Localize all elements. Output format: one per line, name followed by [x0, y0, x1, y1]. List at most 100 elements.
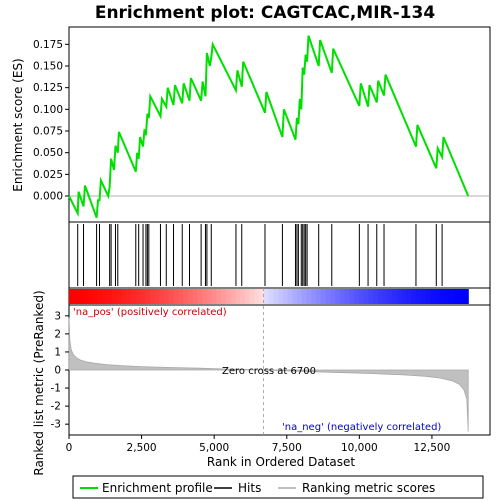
rank-bar-segment	[368, 289, 374, 304]
bottom-y-tick-label: 0	[54, 365, 61, 377]
bottom-y-tick-label: 2	[54, 328, 61, 340]
top-y-tick-label: 0.175	[33, 39, 63, 51]
rank-bar-segment	[387, 289, 393, 304]
x-tick-label: 10,000	[341, 442, 378, 454]
rank-bar-segment	[254, 289, 260, 304]
rank-bar-segment	[206, 289, 213, 304]
rank-bar-segment	[111, 289, 118, 304]
rank-bar-segment	[102, 289, 108, 304]
rank-bar-segment	[216, 289, 222, 304]
rank-bar-segment	[373, 289, 379, 304]
rank-bar-segment	[382, 289, 389, 304]
x-axis-label: Rank in Ordered Dataset	[207, 455, 355, 469]
rank-bar-segment	[430, 289, 436, 304]
rank-bar-segment	[168, 289, 175, 304]
rank-bar-segment	[140, 289, 146, 304]
rank-bar-segment	[354, 289, 360, 304]
rank-bar-segment	[444, 289, 450, 304]
rank-bar-segment	[159, 289, 165, 304]
rank-bar-segment	[449, 289, 455, 304]
rank-bar-segment	[221, 289, 227, 304]
top-y-tick-label: 0.075	[33, 126, 63, 138]
rank-bar-segment	[187, 289, 194, 304]
x-tick-label: 0	[66, 442, 73, 454]
rank-bar-segment	[292, 289, 298, 304]
ranking-metric-fill	[68, 317, 469, 432]
legend-label-enrichment: Enrichment profile	[102, 481, 213, 495]
rank-bar-segment	[287, 289, 293, 304]
rank-bar-segment	[154, 289, 160, 304]
rank-bar-segment	[225, 289, 232, 304]
top-y-axis: 0.000 0.025 0.050 0.075 0.100 0.125 0.150 0.175	[33, 39, 69, 203]
rank-bar-segment	[434, 289, 441, 304]
rank-bar-segment	[306, 289, 312, 304]
rank-bar-segment	[401, 289, 408, 304]
top-y-tick-label: 0.150	[33, 61, 63, 73]
rank-bar-segment	[396, 289, 403, 304]
rank-bar-segment	[173, 289, 179, 304]
rank-bar-segment	[425, 289, 431, 304]
rank-bar-segment	[164, 289, 170, 304]
rank-bar-segment	[273, 289, 279, 304]
top-y-tick-label: 0.000	[33, 191, 63, 203]
rank-bar-segment	[278, 289, 284, 304]
rank-bar-segment	[268, 289, 274, 304]
zero-cross-annotation: Zero cross at 6700	[222, 366, 316, 377]
rank-bar-segment	[344, 289, 351, 304]
top-y-tick-label: 0.125	[33, 82, 63, 94]
rank-bar-segment	[244, 289, 251, 304]
rank-bar-segment	[92, 289, 99, 304]
rank-bar-segment	[126, 289, 132, 304]
rank-bar-segment	[149, 289, 156, 304]
pos-annotation: 'na_pos' (positively correlated)	[73, 307, 227, 318]
rank-bar-segment	[316, 289, 322, 304]
bottom-y-tick-label: 1	[54, 346, 61, 358]
rank-bar-segment	[282, 289, 289, 304]
rank-bar-segment	[297, 289, 303, 304]
rank-bar-segment	[192, 289, 198, 304]
bottom-y-tick-label: -3	[51, 419, 61, 431]
legend-label-ranking: Ranking metric scores	[302, 481, 435, 495]
rank-bar-segment	[78, 289, 84, 304]
rank-bar-segment	[88, 289, 94, 304]
bottom-y-tick-label: -2	[51, 401, 61, 413]
rank-bar-segment	[116, 289, 122, 304]
rank-bar-segment	[406, 289, 412, 304]
x-tick-label: 2,500	[127, 442, 157, 454]
hits-marks	[77, 224, 443, 286]
rank-bar-segment	[325, 289, 331, 304]
rank-bar-segment	[135, 289, 141, 304]
rank-bar-segment	[463, 289, 469, 304]
enrichment-profile-line	[68, 35, 470, 219]
rank-bar-segment	[415, 289, 422, 304]
legend-label-hits: Hits	[238, 481, 261, 495]
rank-bar-segment	[183, 289, 189, 304]
hits-panel-frame	[68, 221, 491, 289]
rank-bar-segment	[363, 289, 370, 304]
neg-annotation: 'na_neg' (negatively correlated)	[282, 422, 441, 433]
rank-bar-segment	[311, 289, 317, 304]
rank-bar-segment	[249, 289, 255, 304]
rank-bar-segment	[339, 289, 346, 304]
rank-bar-segment	[178, 289, 184, 304]
bottom-y-axis-label: Ranked list metric (PreRanked)	[32, 290, 46, 475]
rank-bar-segment	[349, 289, 355, 304]
top-y-axis-label: Enrichment score (ES)	[11, 58, 25, 191]
bottom-y-tick-label: 3	[54, 310, 61, 322]
top-y-tick-label: 0.025	[33, 169, 63, 181]
x-tick-label: 7,500	[272, 442, 302, 454]
rank-bar-segment	[263, 289, 270, 304]
rank-bar-segment	[420, 289, 427, 304]
rank-bar-segment	[335, 289, 341, 304]
rank-bar-segment	[202, 289, 208, 304]
bottom-y-axis: 3 2 1 0 -1 -2 -3	[51, 310, 69, 431]
rank-bar-segment	[230, 289, 236, 304]
rank-bar-segment	[130, 289, 137, 304]
x-tick-label: 5,000	[199, 442, 229, 454]
rank-bar-segment	[235, 289, 241, 304]
rank-bar-segment	[211, 289, 217, 304]
rank-bar-segment	[121, 289, 127, 304]
x-tick-label: 12,500	[414, 442, 451, 454]
rank-bar-segment	[97, 289, 103, 304]
